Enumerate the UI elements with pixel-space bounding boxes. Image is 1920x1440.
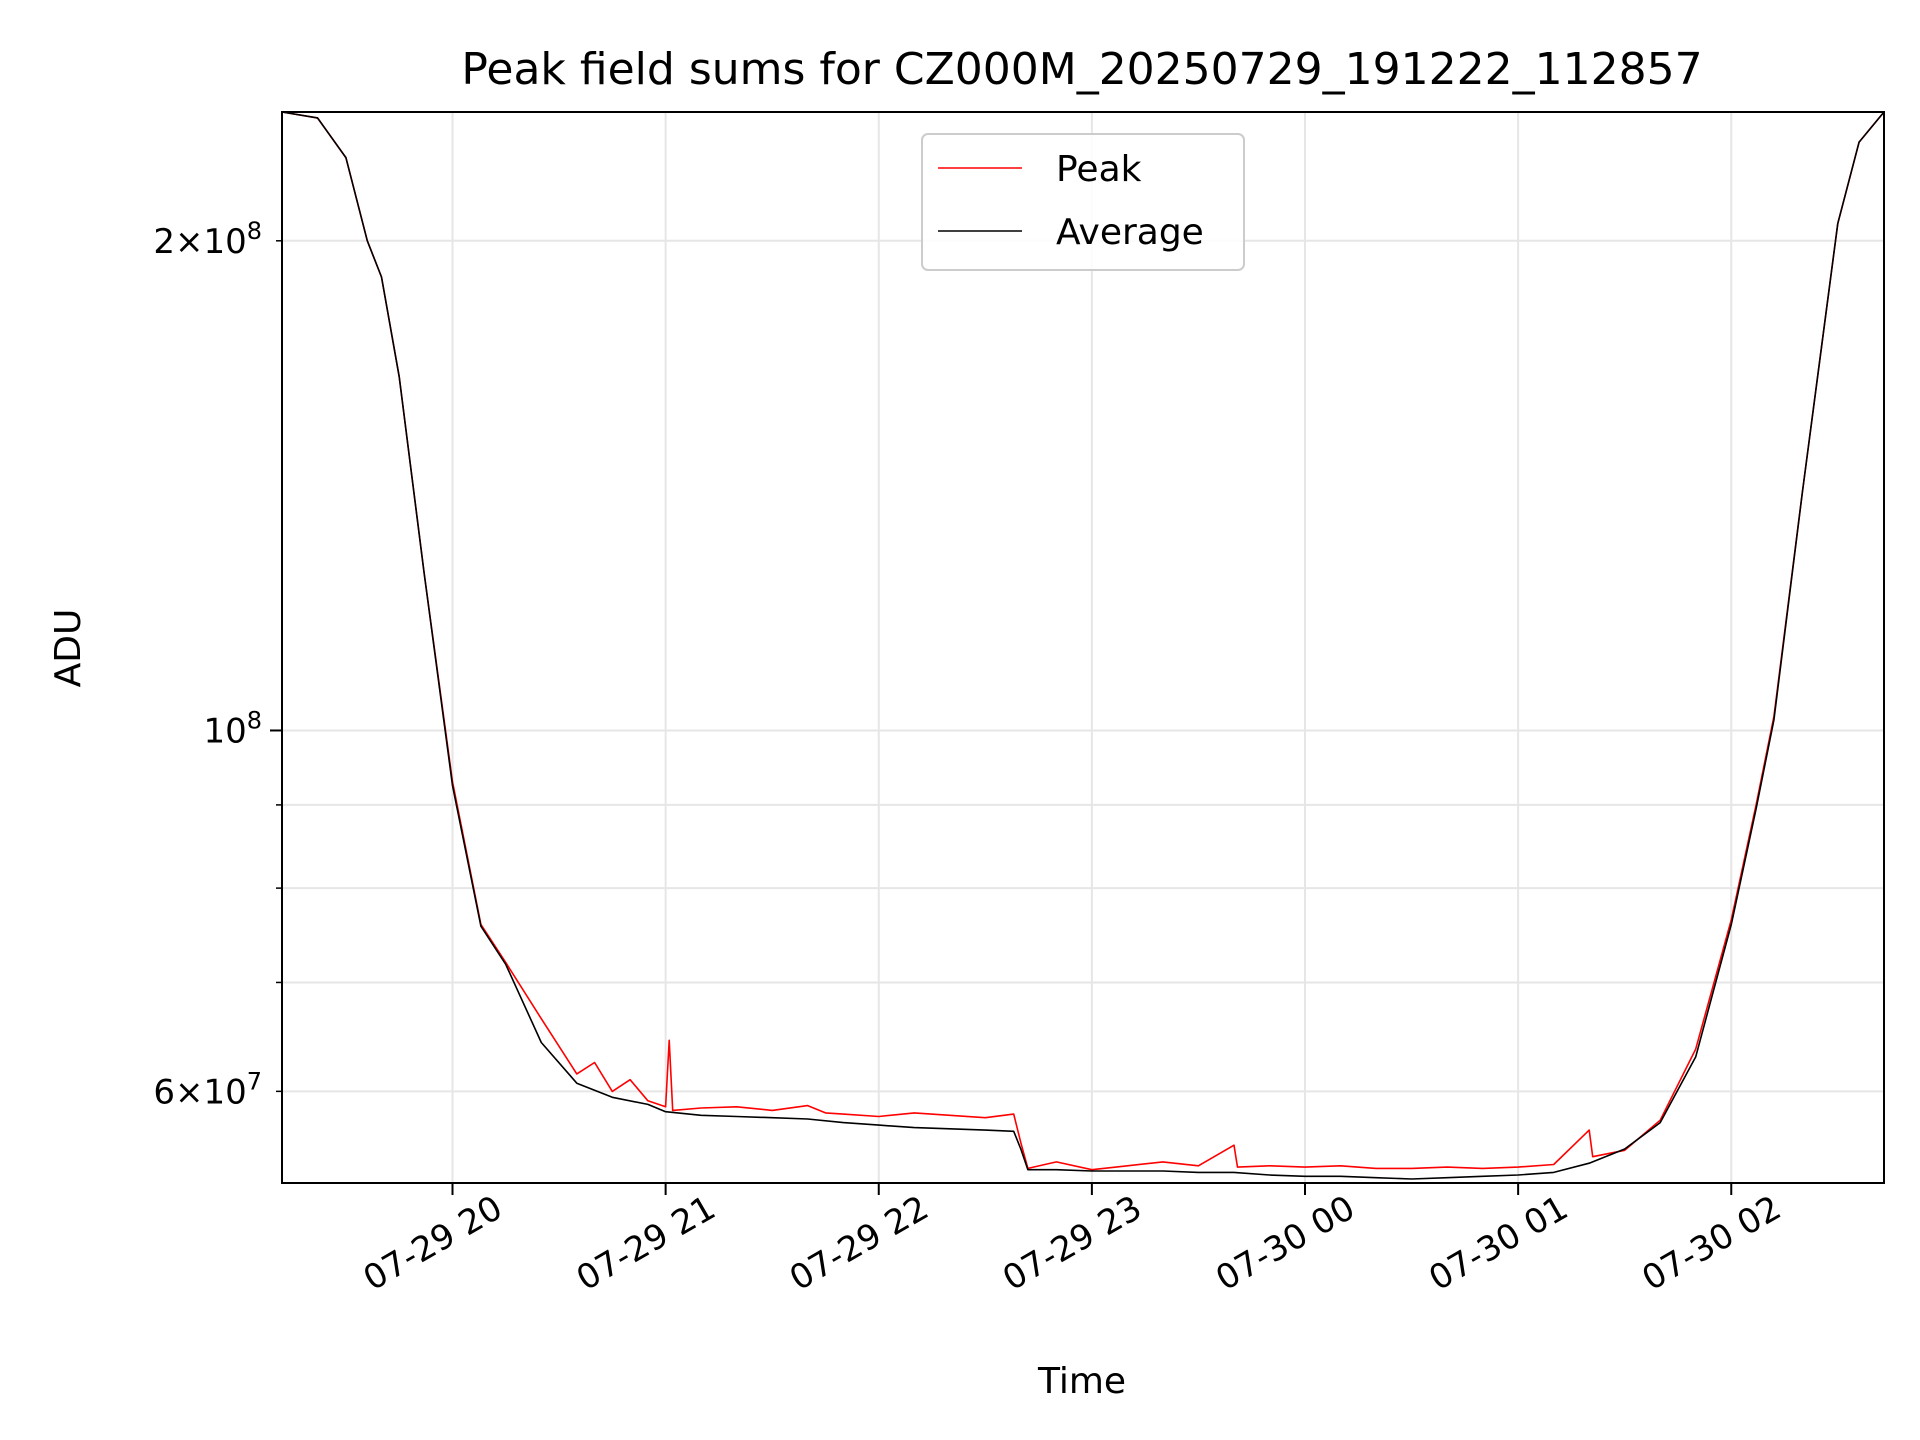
legend-label-average: Average bbox=[1056, 212, 1204, 253]
y-minor-tick-label: 2×108 bbox=[153, 217, 262, 262]
series-line-peak bbox=[281, 111, 1885, 1171]
x-axis-label: Time bbox=[1037, 1361, 1126, 1402]
chart-title: Peak field sums for CZ000M_20250729_1912… bbox=[461, 44, 1702, 95]
legend: Peak Average bbox=[921, 133, 1245, 271]
y-axis-label: ADU bbox=[48, 609, 89, 688]
series-layer bbox=[281, 111, 1885, 1180]
legend-label-peak: Peak bbox=[1056, 149, 1142, 190]
grid-layer bbox=[282, 112, 1884, 1183]
series-line-average bbox=[281, 111, 1885, 1180]
y-tick-label: 108 bbox=[203, 706, 262, 751]
plot-frame bbox=[281, 111, 1885, 1184]
y-minor-tick-label: 6×107 bbox=[153, 1067, 262, 1112]
